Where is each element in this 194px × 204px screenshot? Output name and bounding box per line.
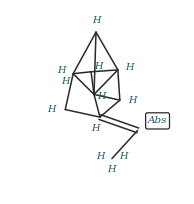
Text: H: H — [96, 152, 105, 161]
Text: H: H — [125, 63, 133, 72]
Text: H: H — [91, 124, 99, 133]
Text: H: H — [108, 165, 116, 174]
Text: H: H — [47, 105, 56, 114]
Text: H: H — [92, 17, 100, 26]
Text: Abs: Abs — [148, 116, 167, 125]
Text: H: H — [94, 62, 103, 71]
Text: H: H — [128, 96, 137, 105]
Text: H: H — [62, 77, 70, 86]
Text: H: H — [57, 66, 66, 75]
FancyBboxPatch shape — [146, 113, 170, 129]
Text: H: H — [119, 152, 127, 161]
Text: H: H — [97, 92, 106, 101]
